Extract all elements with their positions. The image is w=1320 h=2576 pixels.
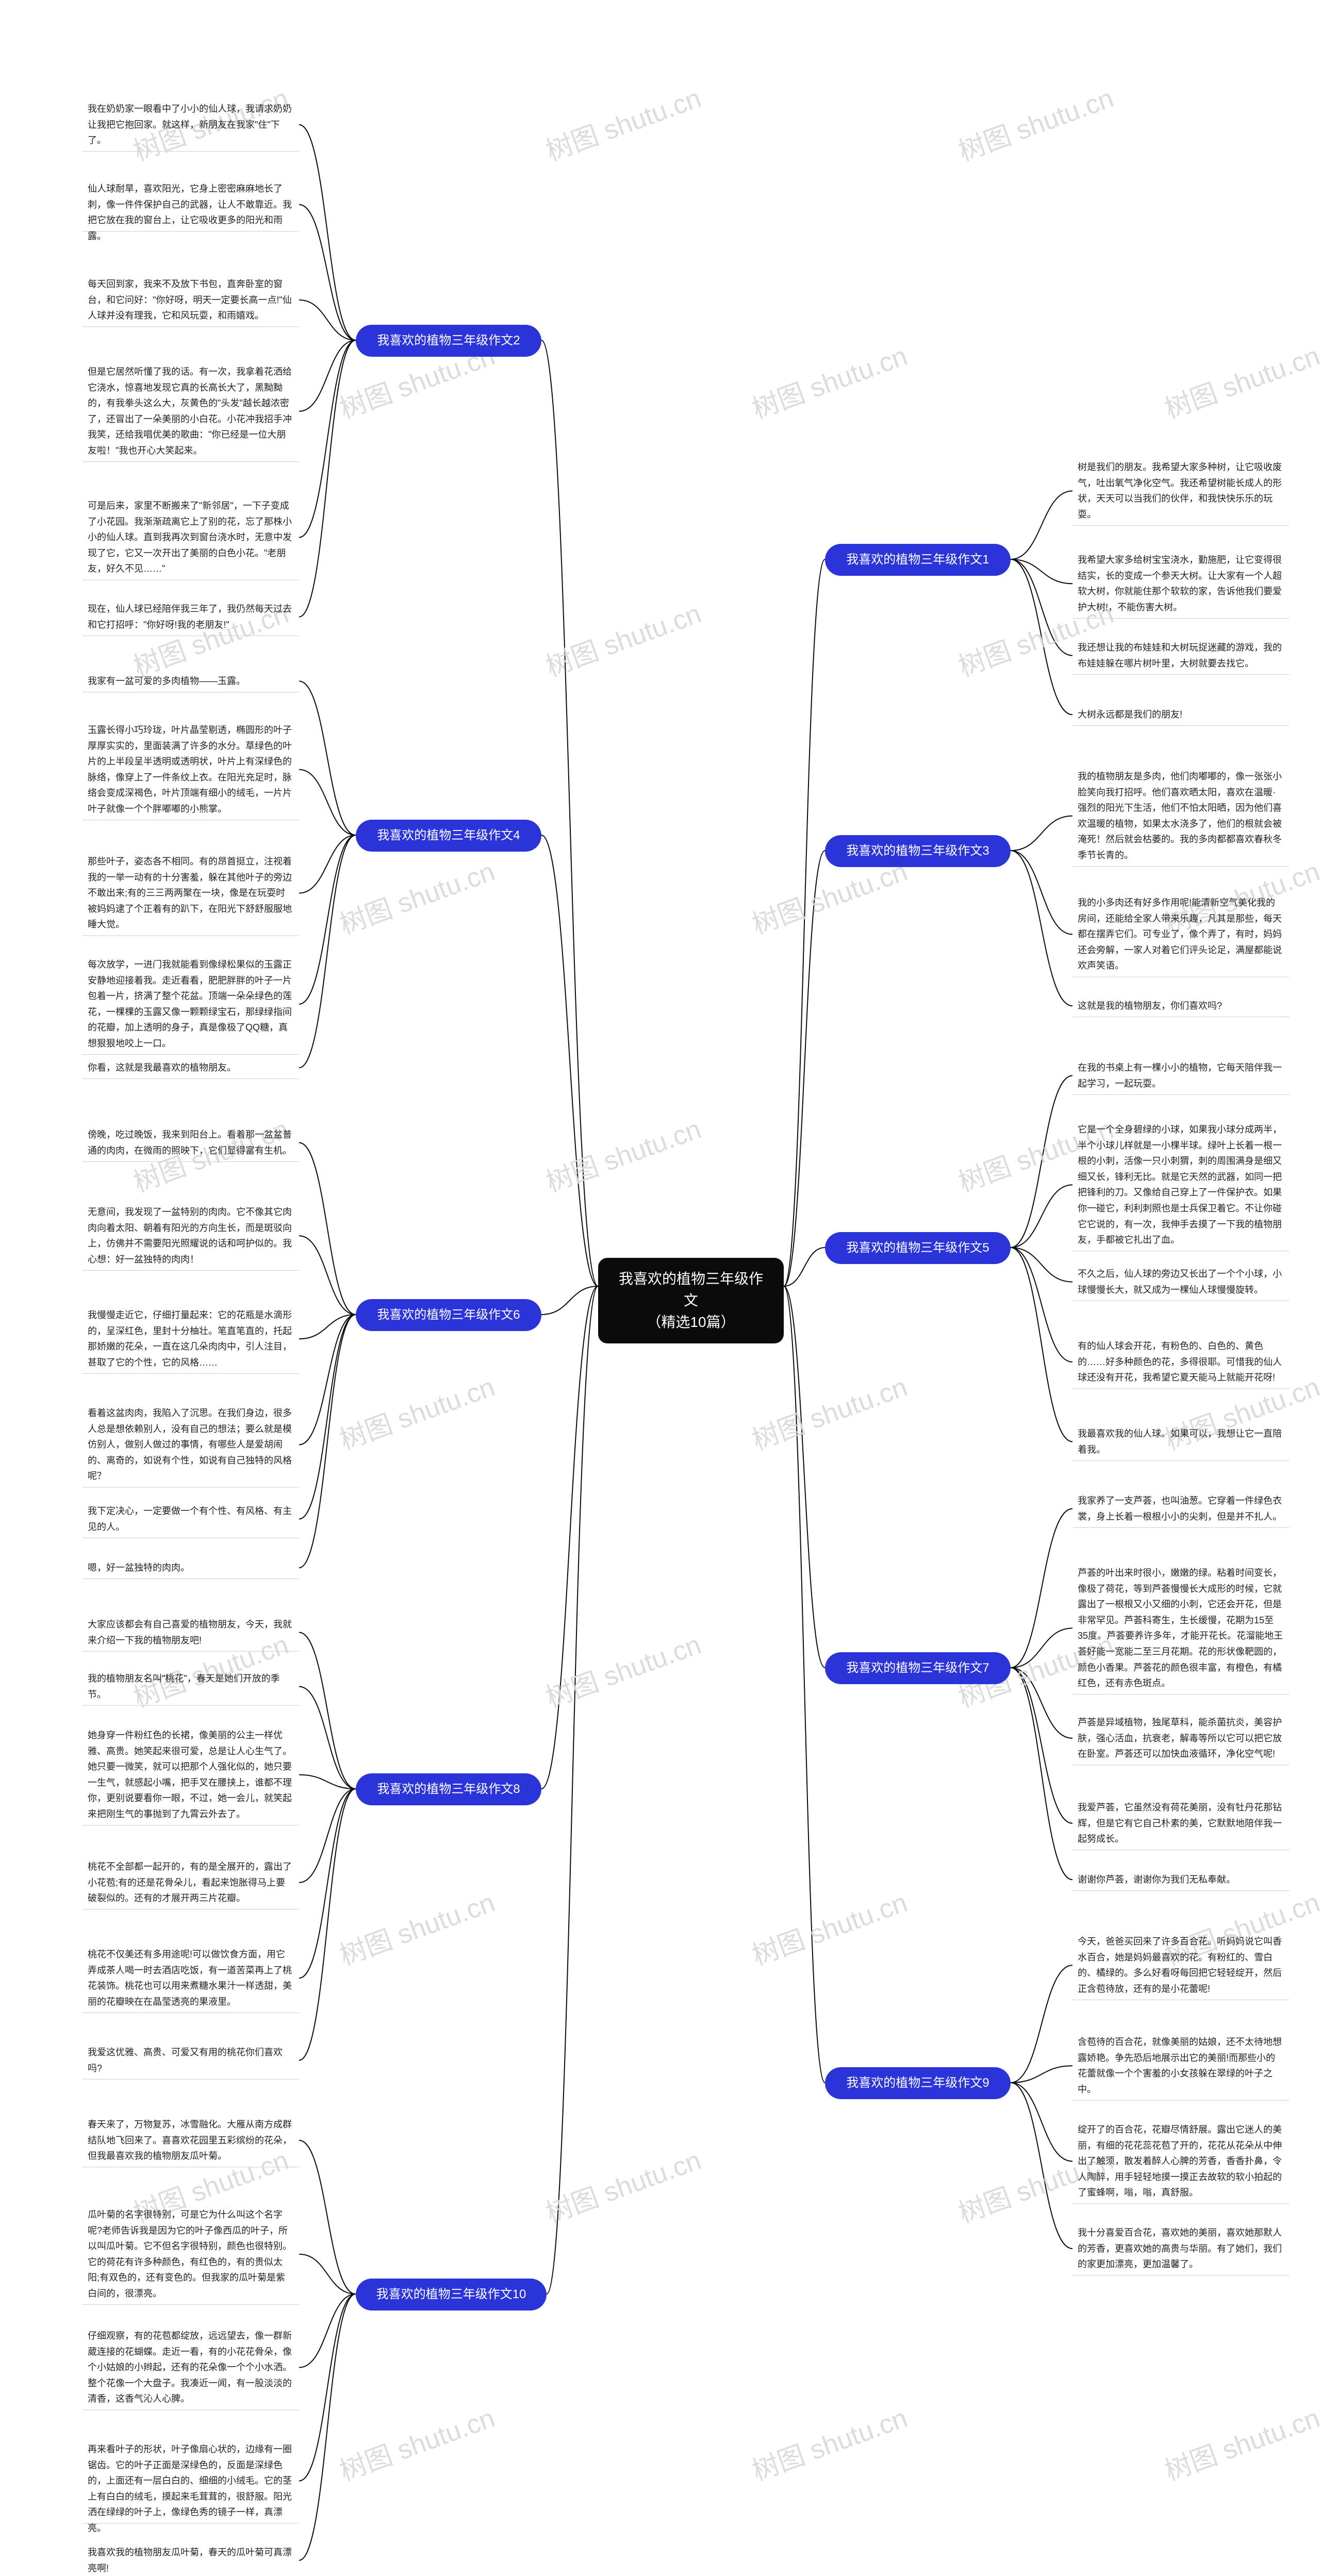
leaf-b4-1: 玉露长得小巧玲珑，叶片晶莹剔透，椭圆形的叶子厚厚实实的，里面装满了许多的水分。草… (82, 719, 299, 820)
leaf-b8-2: 她身穿一件粉红色的长裙，像美丽的公主一样优雅、高贵。她笑起来很可爱，总是让人心生… (82, 1724, 299, 1825)
leaf-b8-0: 大家应该都会有自己喜爱的植物朋友，今天，我就来介绍一下我的植物朋友吧! (82, 1614, 299, 1651)
leaf-b8-5: 我爱这优雅、高贵、可爱又有用的桃花你们喜欢吗? (82, 2041, 299, 2079)
leaf-b9-3: 我十分喜爱百合花，喜欢她的美丽，喜欢她那默人的芳香，更喜欢她的高贵与华丽。有了她… (1072, 2222, 1289, 2275)
center-title-line1: 我喜欢的植物三年级作文 (613, 1268, 769, 1311)
leaf-b8-4: 桃花不仅美还有多用途呢!可以做饮食方面，用它弄成茶人喝一时去酒店吃饭，有一道苦菜… (82, 1943, 299, 2013)
leaf-b6-3: 看着这盆肉肉，我陷入了沉思。在我们身边，很多人总是想依赖别人，没有自己的想法；要… (82, 1402, 299, 1487)
watermark: 树图 shutu.cn (334, 2396, 500, 2488)
branch-node-b6[interactable]: 我喜欢的植物三年级作文6 (356, 1299, 541, 1331)
center-title-line2: （精选10篇） (613, 1311, 769, 1333)
leaf-b2-0: 我在奶奶家一眼看中了小小的仙人球，我请求奶奶让我把它抱回家。就这样，新朋友在我家… (82, 98, 299, 152)
leaf-b7-1: 芦荟的叶出来时很小，嫩嫩的绿。粘着时间变长，像极了荷花，等到芦荟慢慢长大成形的时… (1072, 1562, 1289, 1694)
leaf-b5-2: 不久之后，仙人球的旁边又长出了一个个小球，小球慢慢长大，就又成为一棵仙人球慢慢旋… (1072, 1263, 1289, 1301)
leaf-b10-0: 春天来了，万物复苏，冰雪融化。大雁从南方成群结队地飞回来了。喜喜欢花园里五彩缤纷… (82, 2114, 299, 2167)
branch-node-b1[interactable]: 我喜欢的植物三年级作文1 (825, 544, 1011, 576)
leaf-b3-2: 这就是我的植物朋友，你们喜欢吗? (1072, 995, 1289, 1017)
leaf-b3-0: 我的植物朋友是多肉，他们肉嘟嘟的，像一张张小脸笑向我打招呼。他们喜欢晒太阳，喜欢… (1072, 766, 1289, 867)
watermark: 树图 shutu.cn (746, 1881, 912, 1972)
leaf-b7-0: 我家养了一支芦荟，也叫油葱。它穿着一件绿色衣裳，身上长着一根根小小的尖刺，但是并… (1072, 1490, 1289, 1527)
branch-node-b8[interactable]: 我喜欢的植物三年级作文8 (356, 1773, 541, 1805)
leaf-b10-4: 我喜欢我的植物朋友瓜叶菊，春天的瓜叶菊可真漂亮啊! (82, 2541, 299, 2576)
leaf-b1-3: 大树永远都是我们的朋友! (1072, 704, 1289, 726)
leaf-b10-2: 仔细观察，有的花苞都绽放，远远望去，像一群新葳连接的花蝴蝶。走近一看，有的小花花… (82, 2325, 299, 2410)
leaf-b5-3: 有的仙人球会开花，有粉色的、白色的、黄色的……好多种颜色的花，多得很耶。可惜我的… (1072, 1335, 1289, 1389)
watermark: 树图 shutu.cn (746, 2396, 912, 2488)
leaf-b2-1: 仙人球耐旱，喜欢阳光，它身上密密麻麻地长了刺，像一件件保护自己的武器，让人不敢靠… (82, 178, 299, 247)
leaf-b6-4: 我下定决心，一定要做一个有个性、有风格、有主见的人。 (82, 1500, 299, 1538)
leaf-b9-2: 绽开了的百合花，花瓣尽情舒展。露出它迷人的美丽，有细的花花蕊花苞了开的，花花从花… (1072, 2119, 1289, 2204)
branch-node-b2[interactable]: 我喜欢的植物三年级作文2 (356, 325, 541, 357)
leaf-b9-0: 今天，爸爸买回来了许多百合花。听妈妈说它叫香水百合，她是妈妈最喜欢的花。有粉红的… (1072, 1931, 1289, 2000)
branch-node-b7[interactable]: 我喜欢的植物三年级作文7 (825, 1652, 1011, 1684)
leaf-b5-1: 它是一个全身碧绿的小球，如果我小球分成两半，半个小球儿样就是一小棵半球。绿叶上长… (1072, 1119, 1289, 1251)
leaf-b5-4: 我最喜欢我的仙人球。如果可以，我想让它一直陪着我。 (1072, 1423, 1289, 1460)
leaf-b2-4: 可是后来，家里不断搬来了"新邻居"，一下子变成了小花园。我渐渐疏离它上了别的花，… (82, 495, 299, 580)
watermark: 树图 shutu.cn (334, 1365, 500, 1457)
leaf-b6-0: 傍晚，吃过晚饭，我来到阳台上。看着那一盆盆普通的肉肉，在微雨的照映下，它们显得富… (82, 1124, 299, 1161)
leaf-b1-1: 我希望大家多给树宝宝浇水，勤施肥，让它变得很结实，长的变成一个参天大树。让大家有… (1072, 549, 1289, 618)
branch-node-b10[interactable]: 我喜欢的植物三年级作文10 (356, 2279, 547, 2311)
watermark: 树图 shutu.cn (540, 1107, 706, 1199)
leaf-b4-4: 你看，这就是我最喜欢的植物朋友。 (82, 1057, 299, 1079)
watermark: 树图 shutu.cn (540, 76, 706, 168)
branch-node-b4[interactable]: 我喜欢的植物三年级作文4 (356, 820, 541, 852)
watermark: 树图 shutu.cn (952, 76, 1118, 168)
leaf-b6-2: 我慢慢走近它，仔细打量起来：它的花瓶是水滴形的，呈深红色，里封十分柚壮。笔直笔直… (82, 1304, 299, 1373)
leaf-b7-4: 谢谢你芦荟，谢谢你为我们无私奉献。 (1072, 1869, 1289, 1891)
watermark: 树图 shutu.cn (334, 850, 500, 941)
leaf-b4-3: 每次放学，一进门我就能看到像绿松果似的玉露正安静地迎接着我。走近看看，肥肥胖胖的… (82, 954, 299, 1055)
leaf-b8-3: 桃花不全部都一起开的，有的是全展开的，露出了小花苞;有的还是花骨朵儿，看起来饱胀… (82, 1856, 299, 1909)
leaf-b4-0: 我家有一盆可爱的多肉植物——玉露。 (82, 670, 299, 692)
center-node[interactable]: 我喜欢的植物三年级作文（精选10篇） (598, 1258, 784, 1343)
leaf-b2-3: 但是它居然听懂了我的话。有一次，我拿着花洒给它浇水，惊喜地发现它真的长高长大了，… (82, 361, 299, 462)
watermark: 树图 shutu.cn (746, 334, 912, 426)
leaf-b6-1: 无意间，我发现了一盆特别的肉肉。它不像其它肉肉向着太阳、朝着有阳光的方向生长，而… (82, 1201, 299, 1270)
watermark: 树图 shutu.cn (540, 1623, 706, 1715)
watermark: 树图 shutu.cn (540, 2138, 706, 2230)
leaf-b3-1: 我的小多肉还有好多作用呢!能清新空气美化我的房间，还能给全家人带来乐趣，凡其是那… (1072, 892, 1289, 977)
leaf-b7-3: 我爱芦荟，它虽然没有荷花美丽，没有牡丹花那钻辉，但是它有它自己朴素的美，它默默地… (1072, 1797, 1289, 1850)
leaf-b9-1: 含苞待的百合花，就像美丽的姑娘，还不太待地想露娇艳。争先恐后地展示出它的美丽!而… (1072, 2031, 1289, 2100)
leaf-b6-5: 嗯，好一盆独特的肉肉。 (82, 1557, 299, 1579)
watermark: 树图 shutu.cn (540, 592, 706, 684)
leaf-b2-2: 每天回到家，我来不及放下书包，直奔卧室的窗台，和它问好："你好呀，明天一定要长高… (82, 273, 299, 327)
watermark: 树图 shutu.cn (1159, 334, 1320, 426)
leaf-b4-2: 那些叶子，姿态各不相同。有的昂首挺立，注视着我的一举一动有的十分害羞，躲在其他叶… (82, 851, 299, 936)
branch-node-b3[interactable]: 我喜欢的植物三年级作文3 (825, 835, 1011, 867)
leaf-b1-2: 我还想让我的布娃娃和大树玩捉迷藏的游戏，我的布娃娃躲在哪片树叶里，大树就要去找它… (1072, 637, 1289, 674)
branch-node-b9[interactable]: 我喜欢的植物三年级作文9 (825, 2067, 1011, 2099)
leaf-b8-1: 我的植物朋友名叫"桃花"，春天是她们开放的季节。 (82, 1668, 299, 1705)
leaf-b10-1: 瓜叶菊的名字很特别，可是它为什么叫这个名字呢?老师告诉我是因为它的叶子像西瓜的叶… (82, 2204, 299, 2305)
watermark: 树图 shutu.cn (1159, 2396, 1320, 2488)
leaf-b10-3: 再来看叶子的形状，叶子像扇心状的，边缘有一圈锯齿。它的叶子正面是深绿色的，反面是… (82, 2438, 299, 2539)
watermark: 树图 shutu.cn (334, 1881, 500, 1972)
leaf-b7-2: 芦荟是异域植物，独尾草科，能杀菌抗炎，美容护肤，强心活血，抗衰老，解毒等所以它可… (1072, 1711, 1289, 1765)
branch-node-b5[interactable]: 我喜欢的植物三年级作文5 (825, 1232, 1011, 1264)
leaf-b5-0: 在我的书桌上有一棵小小的植物，它每天陪伴我一起学习，一起玩耍。 (1072, 1057, 1289, 1094)
leaf-b2-5: 现在，仙人球已经陪伴我三年了，我仍然每天过去和它打招呼："你好呀!我的老朋友!" (82, 598, 299, 636)
leaf-b1-0: 树是我们的朋友。我希望大家多种树，让它吸收废气，吐出氧气净化空气。我还希望树能长… (1072, 456, 1289, 525)
watermark: 树图 shutu.cn (746, 1365, 912, 1457)
